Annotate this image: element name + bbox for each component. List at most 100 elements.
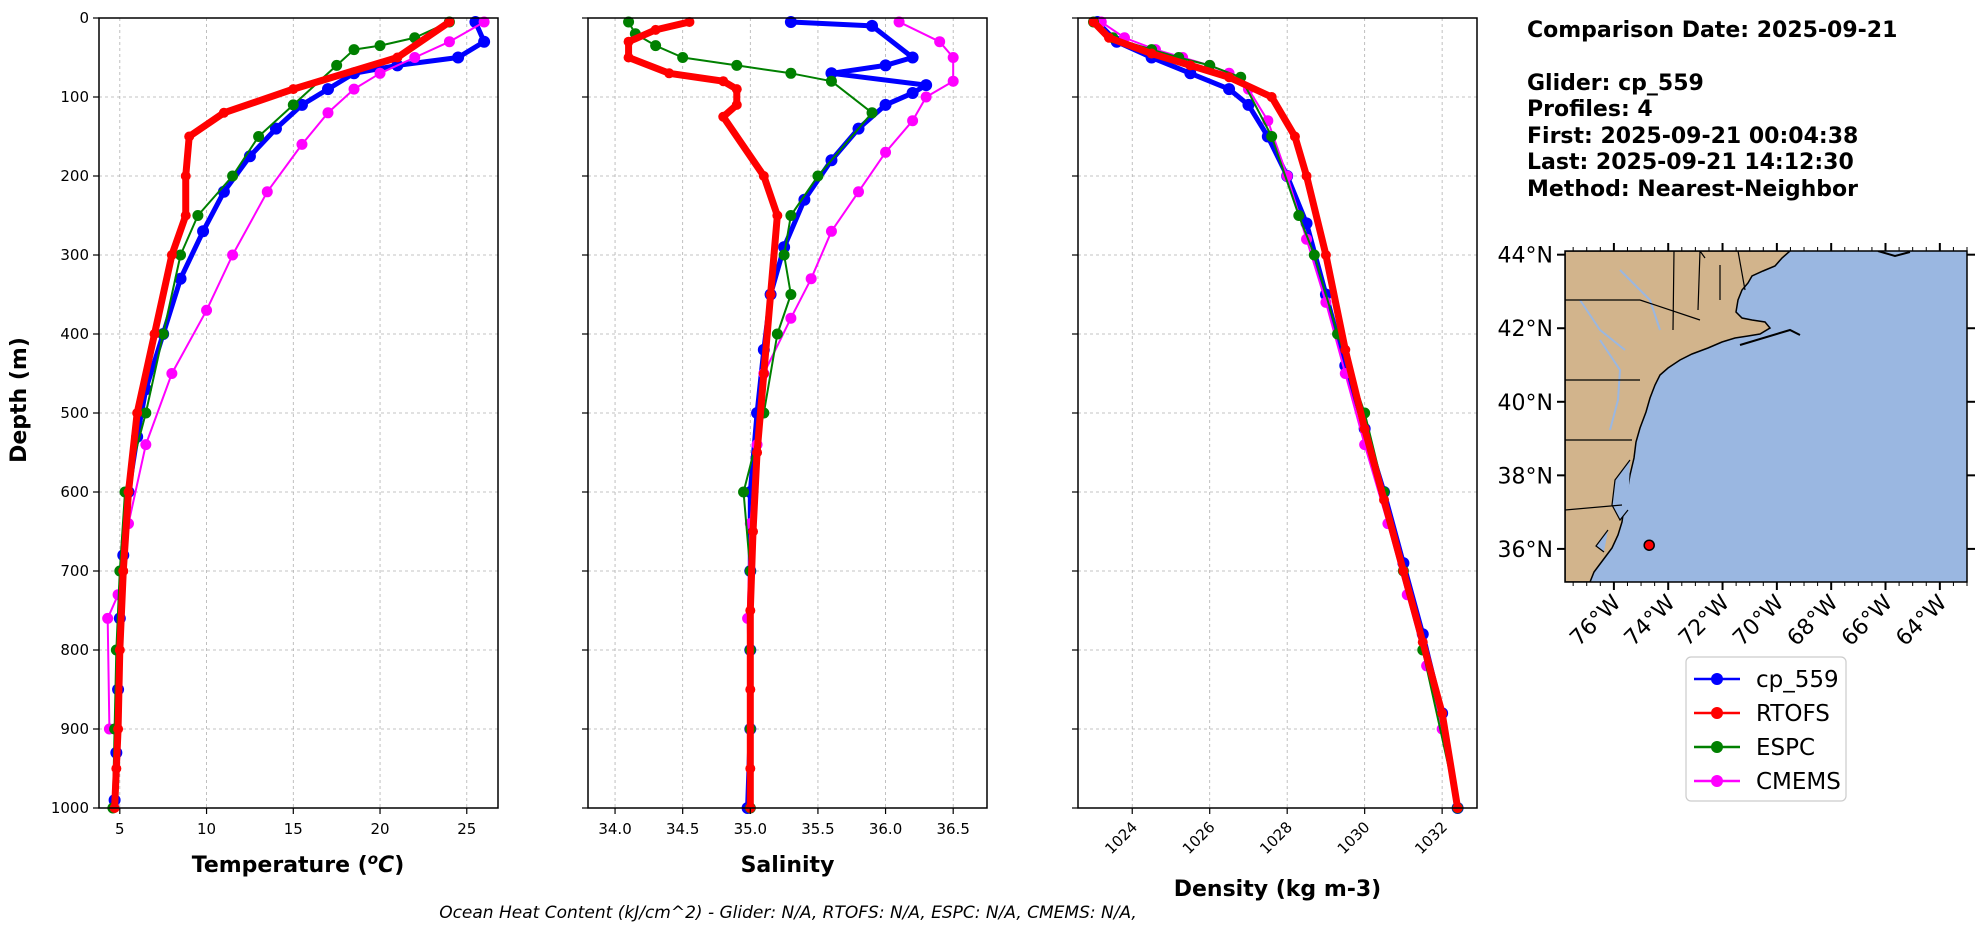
series-point: [745, 763, 756, 774]
y-tick-label: 900: [60, 720, 89, 738]
series-point: [118, 566, 129, 576]
series-point: [348, 44, 360, 56]
series-point: [748, 526, 759, 537]
series-point: [452, 51, 465, 64]
series-line-cp-559: [1095, 20, 1461, 809]
river-line: [1599, 339, 1622, 431]
series-point: [880, 146, 892, 158]
series-point: [261, 186, 273, 198]
legend: cp_559 RTOFS ESPC CMEMS: [1685, 656, 1847, 802]
legend-label: RTOFS: [1756, 701, 1830, 727]
x-tick-label: 5: [115, 820, 125, 838]
series-point: [175, 249, 187, 261]
y-tick-label: 500: [60, 404, 89, 422]
series-point: [906, 51, 919, 64]
series-point: [166, 368, 178, 379]
series-point: [192, 210, 204, 221]
ocean-heat-content-footer: Ocean Heat Content (kJ/cm^2) - Glider: N…: [439, 903, 1137, 923]
series-point: [623, 36, 634, 47]
series-point: [785, 312, 797, 324]
series-line-cp-559: [112, 20, 487, 801]
long-island: [1739, 328, 1801, 346]
lat-tick-label: 40°N: [1498, 391, 1553, 416]
series-point: [166, 250, 177, 260]
x-tick-label: 36.5: [936, 820, 969, 838]
series-point: [409, 52, 421, 63]
series-point: [947, 75, 959, 87]
series-point: [201, 304, 213, 316]
y-tick-label: 1000: [51, 799, 89, 817]
series-point: [778, 241, 791, 254]
series-point: [771, 328, 783, 340]
series-point: [1301, 171, 1312, 181]
x-tick-label: 35.0: [734, 820, 767, 838]
series-point: [1242, 98, 1255, 111]
river-line: [1619, 269, 1661, 331]
sound-outline: [1595, 529, 1609, 553]
series-point: [731, 99, 742, 110]
series-point: [785, 67, 797, 79]
x-tick-label: 34.0: [598, 820, 631, 838]
series-point: [1340, 344, 1351, 355]
y-tick-label: 700: [60, 562, 89, 580]
series-point: [321, 83, 334, 96]
series-point: [149, 329, 160, 339]
series-point: [269, 122, 282, 135]
series-point: [765, 289, 776, 300]
x-tick-label: 15: [284, 820, 303, 838]
x-tick-label: 25: [457, 820, 476, 838]
series-point: [866, 107, 878, 119]
series-point: [180, 171, 191, 181]
glider-location-marker: [1643, 539, 1655, 551]
x-tick-label: 1024: [1101, 818, 1141, 858]
x-tick-label: 1028: [1256, 818, 1296, 858]
series-point: [920, 91, 932, 103]
x-tick-label: 1026: [1179, 818, 1219, 858]
series-point: [718, 76, 729, 87]
series-point: [1417, 637, 1428, 648]
series-point: [805, 273, 817, 285]
map-frame: [1564, 250, 1968, 583]
series-point: [132, 408, 143, 418]
series-point: [288, 84, 299, 95]
lat-tick-label: 38°N: [1498, 464, 1553, 489]
series-point: [1146, 48, 1157, 59]
series-point: [102, 612, 114, 624]
series-point: [1185, 60, 1196, 71]
series-point: [392, 52, 403, 63]
series-point: [348, 83, 360, 95]
series-point: [1224, 72, 1235, 83]
y-tick-label: 400: [60, 325, 89, 343]
series-point: [934, 36, 946, 48]
series-point: [758, 368, 769, 379]
series-point: [444, 16, 455, 27]
temperature-axis-label: Temperature (oC): [192, 850, 405, 878]
series-point: [650, 40, 662, 52]
series-point: [623, 16, 635, 28]
series-line-rtofs: [1090, 19, 1462, 809]
series-point: [1308, 249, 1320, 261]
series-point: [947, 52, 959, 63]
glider-name: Glider: cp_559: [1527, 71, 1704, 96]
series-point: [745, 605, 756, 616]
series-point: [331, 59, 343, 71]
series-point: [650, 24, 661, 35]
series-point: [322, 107, 334, 119]
series-point: [752, 447, 763, 458]
series-point: [731, 59, 743, 71]
comparison-date: Comparison Date: 2025-09-21: [1527, 18, 1897, 43]
legend-swatch-marker: [1711, 673, 1723, 685]
series-point: [684, 16, 695, 27]
series-point: [677, 52, 689, 63]
series-point: [157, 328, 169, 340]
series-point: [1293, 210, 1305, 221]
series-point: [1289, 131, 1300, 142]
profile-panel-3: 1024 1026 1028 1030 1032 Density (kg m-3): [1072, 15, 1478, 902]
series-point: [825, 225, 837, 237]
series-point: [785, 289, 797, 300]
profile-panels: 5 10 15 20 25 0 100 200 300 400 500 600 700 800 900 100…: [51, 9, 1478, 902]
series-line-cmems: [106, 21, 485, 730]
x-tick-label: 1030: [1334, 818, 1374, 858]
series-point: [718, 111, 729, 122]
profile-count: Profiles: 4: [1527, 97, 1653, 122]
